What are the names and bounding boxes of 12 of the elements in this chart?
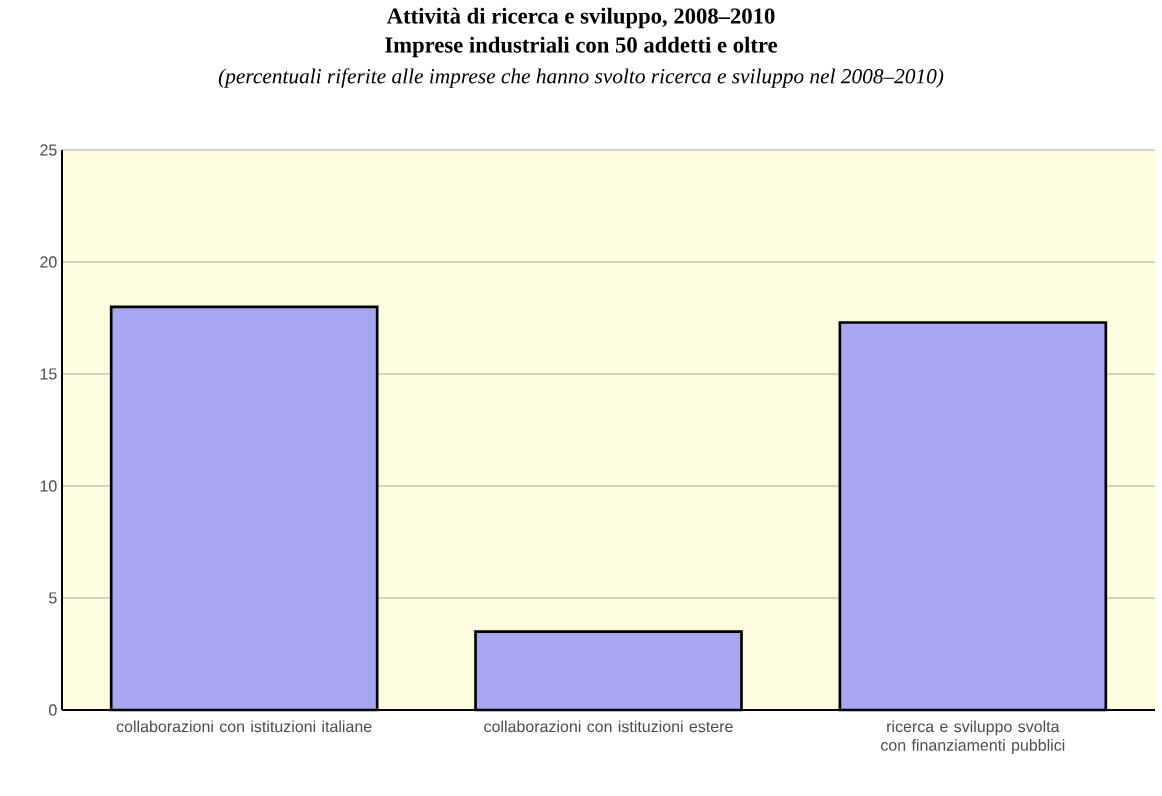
text: (percentuali riferite alle imprese che hanno svolto ricerca e sviluppo nel 2008–2010) — [218, 68, 944, 88]
y-tick-label: 0 — [49, 704, 57, 716]
x-tick-label: collaborazioni con istituzioni italiane — [116, 720, 372, 733]
y-tick-label: 5 — [49, 592, 57, 604]
y-tick-label: 10 — [40, 480, 57, 492]
x-tick-label: collaborazioni con istituzioni estere — [484, 720, 733, 733]
chart-subtitle: Imprese industriali con 50 addetti e oltre — [385, 36, 778, 58]
y-tick-label: 25 — [40, 144, 57, 156]
x-tick-label: ricerca e sviluppo svolta con finanziamenti pubblici — [881, 720, 1065, 754]
y-tick-label: 20 — [40, 256, 57, 268]
y-tick-label: 15 — [40, 368, 57, 380]
chart-title: Attività di ricerca e sviluppo, 2008–2010 — [386, 7, 775, 29]
